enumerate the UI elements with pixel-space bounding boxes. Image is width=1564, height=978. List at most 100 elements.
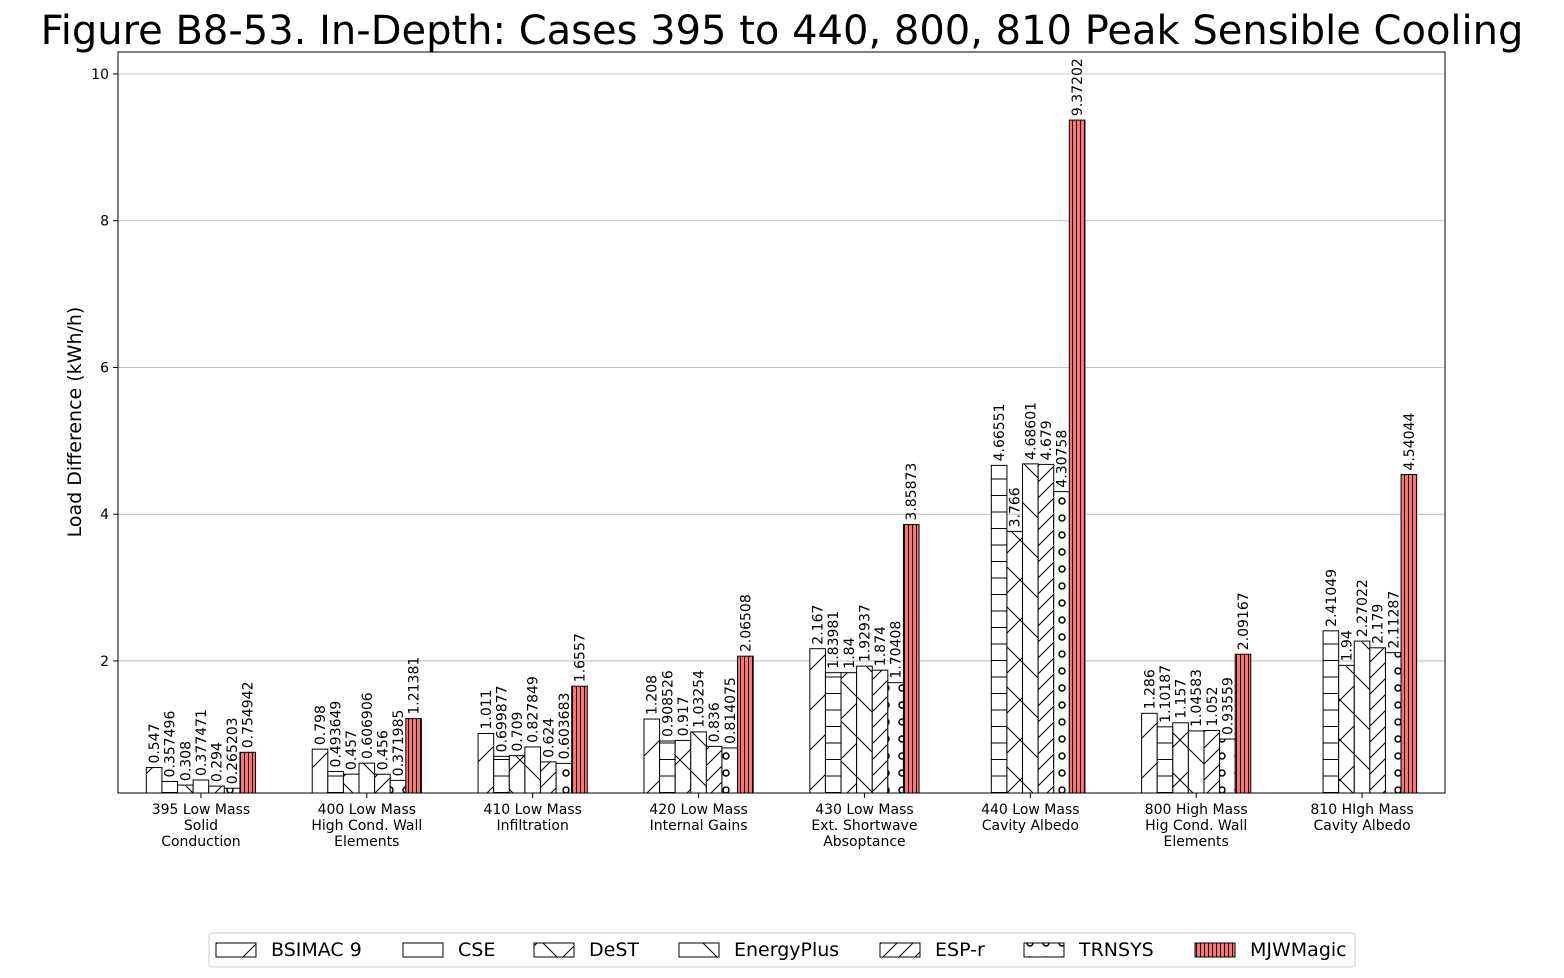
data-label: 2.179 <box>1371 604 1387 644</box>
legend-frame <box>208 932 1356 968</box>
data-label: 0.603683 <box>557 693 573 760</box>
bar-energyplus <box>1353 640 1371 794</box>
data-label: 1.208 <box>645 675 661 715</box>
x-tick-label: 395 Low Mass Solid Conduction <box>152 802 250 850</box>
legend-swatch-bsimac-9 <box>215 942 257 958</box>
data-label: 4.54044 <box>1402 413 1418 471</box>
bar-dest <box>840 672 858 794</box>
bar-dest <box>177 784 194 794</box>
bar-trnsys <box>1053 491 1070 794</box>
bar-mjwmagic <box>737 655 754 794</box>
data-label: 1.052 <box>1205 686 1221 726</box>
bar-esp-r <box>705 745 723 794</box>
legend-label: DeST <box>589 939 639 961</box>
chart-title: Figure B8-53. In-Depth: Cases 395 to 440… <box>41 8 1524 54</box>
bar-cse <box>493 755 510 794</box>
data-label: 1.286 <box>1142 669 1158 709</box>
bar-esp-r <box>1203 729 1221 794</box>
bar-cse <box>990 464 1008 794</box>
data-label: 0.699877 <box>494 686 510 753</box>
bar-dest <box>508 755 526 794</box>
bar-cse <box>824 672 842 794</box>
data-label: 0.371985 <box>391 710 407 777</box>
plot-frame <box>117 51 1446 794</box>
bar-trnsys <box>721 747 739 794</box>
data-label: 0.456 <box>375 730 391 770</box>
bar-esp-r <box>871 669 889 794</box>
data-label: 1.94 <box>1339 630 1355 661</box>
data-label: 0.357496 <box>163 711 179 778</box>
bar-trnsys <box>555 762 573 794</box>
data-label: 0.624 <box>541 718 557 758</box>
data-label: 0.814075 <box>723 677 739 744</box>
bar-mjwmagic <box>405 718 422 794</box>
legend: BSIMAC 9 CSE DeST EnergyPlus ESP-r TRNSYS MJWM… <box>208 932 1356 968</box>
bar-esp-r <box>1037 463 1055 794</box>
data-label: 1.70408 <box>889 621 905 679</box>
bar-bsimac-9 <box>477 732 495 794</box>
legend-swatch-esp-r <box>879 942 921 958</box>
data-label: 0.827849 <box>526 676 542 743</box>
bar-cse <box>659 740 676 794</box>
legend-label: MJWMagic <box>1250 939 1347 961</box>
bar-mjwmagic <box>1400 474 1418 794</box>
data-label: 0.93559 <box>1220 677 1236 735</box>
data-label: 0.798 <box>313 705 329 745</box>
bar-mjwmagic <box>902 524 920 794</box>
data-label: 2.06508 <box>738 594 754 652</box>
y-tick-label: 6 <box>100 360 109 376</box>
data-label: 2.11287 <box>1386 591 1402 649</box>
data-label: 0.917 <box>676 696 692 736</box>
data-label: 1.157 <box>1174 679 1190 719</box>
bar-esp-r <box>374 773 391 794</box>
legend-swatch-dest <box>533 942 575 958</box>
data-label: 1.21381 <box>407 657 423 715</box>
y-gridlines <box>118 73 1445 662</box>
data-label: 2.09167 <box>1236 592 1252 650</box>
data-label: 1.84 <box>842 637 858 668</box>
bar-bsimac-9 <box>643 718 661 794</box>
bar-energyplus <box>524 746 541 794</box>
data-label: 3.85873 <box>904 463 920 521</box>
data-label: 2.167 <box>811 605 827 645</box>
data-label: 4.30758 <box>1055 430 1071 488</box>
bar-dest <box>674 739 692 794</box>
y-axis-ticks: 2 4 6 8 10 <box>91 67 118 670</box>
bar-dest <box>1172 722 1189 794</box>
x-tick-label: 440 Low Mass Cavity Albedo <box>981 802 1079 834</box>
x-tick-label: 430 Low Mass Ext. Shortwave Absoptance <box>811 802 917 850</box>
bar-bsimac-9 <box>311 748 329 794</box>
bar-bsimac-9 <box>145 767 163 794</box>
y-tick-label: 10 <box>91 67 109 83</box>
data-label: 0.606906 <box>360 692 376 759</box>
y-axis-label: Load Difference (kWh/h) <box>64 307 86 538</box>
bar-dest <box>342 773 360 794</box>
x-tick-label: 420 Low Mass Internal Gains <box>649 802 747 834</box>
bar-trnsys <box>223 787 241 794</box>
bar-energyplus <box>358 762 376 794</box>
legend-swatch-mjwmagic <box>1194 942 1236 958</box>
data-label: 1.011 <box>479 689 495 729</box>
bar-mjwmagic <box>1068 119 1086 794</box>
data-labels: 0.547 0.357496 0.308 0.377471 0.294 0.2652030… <box>147 58 1418 784</box>
bar-bsimac-9 <box>1141 712 1158 794</box>
data-label: 0.836 <box>707 702 723 742</box>
data-label: 0.294 <box>210 742 226 782</box>
bar-energyplus <box>192 779 210 794</box>
x-axis-ticks: 395 Low Mass Solid Conduction 400 Low Mass H… <box>152 793 1414 850</box>
data-label: 1.03254 <box>692 670 708 728</box>
y-tick-label: 8 <box>100 214 109 230</box>
data-label: 0.265203 <box>225 717 241 784</box>
bar-mjwmagic <box>239 751 257 794</box>
bar-energyplus <box>690 731 707 794</box>
bar-cse <box>327 770 344 794</box>
bar-esp-r <box>539 761 557 794</box>
legend-label: EnergyPlus <box>734 939 839 961</box>
data-label: 0.308 <box>178 741 194 781</box>
data-label: 0.547 <box>147 723 163 763</box>
data-label: 1.6557 <box>572 633 588 682</box>
y-tick-label: 2 <box>100 654 109 670</box>
legend-label: BSIMAC 9 <box>271 939 362 961</box>
bar-marks <box>145 119 1418 794</box>
